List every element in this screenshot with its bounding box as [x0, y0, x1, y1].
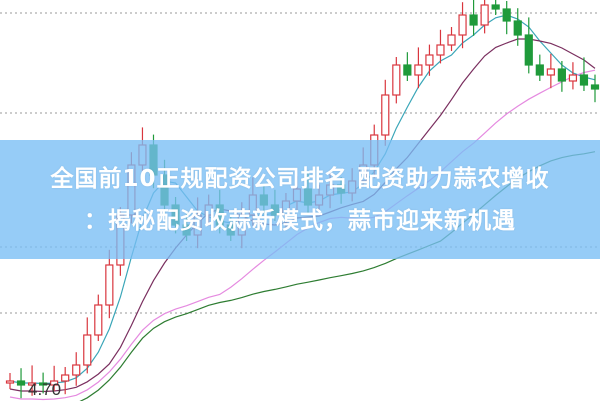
- candle-down: [524, 34, 533, 66]
- candle-down: [590, 84, 600, 90]
- candle-up: [105, 264, 114, 306]
- candle-up: [436, 44, 445, 56]
- candle-up: [546, 68, 555, 76]
- candle-up: [5, 380, 15, 384]
- candle-up: [72, 364, 81, 376]
- headline-line-2: ：揭秘配资收蒜新模式，蒜市迎来新机遇: [84, 207, 516, 234]
- candle-up: [381, 94, 390, 136]
- candle-up: [83, 334, 92, 366]
- candle-down: [579, 74, 589, 86]
- candle-down: [535, 64, 544, 76]
- candle-up: [50, 380, 59, 386]
- candle-up: [480, 4, 489, 26]
- low-price-label: 4.70: [28, 380, 62, 399]
- candle-up: [27, 382, 37, 386]
- candle-down: [491, 4, 500, 10]
- candle-down: [513, 20, 522, 36]
- candle-down: [502, 8, 511, 22]
- candle-down: [403, 64, 412, 76]
- candle-down: [39, 382, 48, 386]
- candle-up: [425, 54, 434, 66]
- headline-banner: 全国前10正规配资公司排名 配资助力蒜农增收 ：揭秘配资收蒜新模式，蒜市迎来新机…: [0, 140, 600, 259]
- candle-up: [392, 64, 401, 96]
- candle-down: [469, 14, 478, 26]
- headline-line-1: 全国前10正规配资公司排名 配资助力蒜农增收: [50, 165, 550, 192]
- candle-down: [557, 68, 566, 82]
- candle-up: [568, 74, 578, 82]
- candle-up: [414, 64, 423, 76]
- candle-up: [458, 14, 467, 36]
- candle-up: [447, 34, 456, 46]
- candle-up: [94, 304, 103, 336]
- candle-down: [16, 380, 26, 386]
- candle-up: [61, 374, 70, 382]
